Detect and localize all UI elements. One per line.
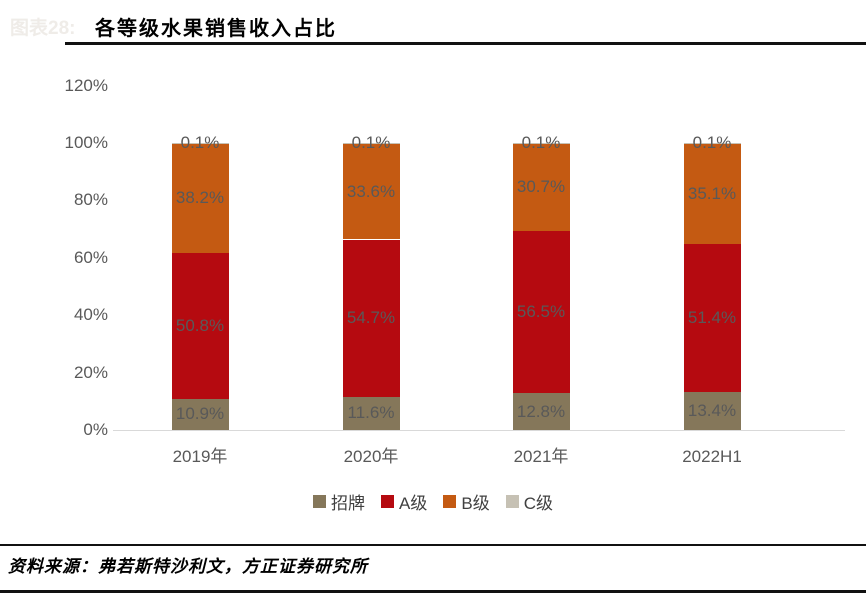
chart-title: 各等级水果销售收入占比	[95, 16, 337, 40]
figure-number-caption: 图表28:	[10, 18, 76, 39]
legend-label: 招牌	[331, 493, 366, 513]
bar-segment-C级-2019年	[171, 143, 229, 144]
bar-segment-A级-2019年	[171, 253, 229, 399]
bar-segment-B级-2022H1	[683, 143, 741, 244]
bar-value-label: 50.8%	[175, 316, 225, 335]
x-axis-category-label: 2021年	[513, 447, 569, 466]
bar-segment-C级-2021年	[512, 143, 570, 144]
bar-value-label: 56.5%	[516, 302, 566, 321]
bar-segment-招牌-2021年	[512, 393, 570, 430]
legend-swatch	[313, 494, 327, 508]
bar-value-label: 13.4%	[687, 401, 737, 420]
x-axis-baseline	[113, 430, 845, 431]
y-axis-tick-label: 40%	[73, 305, 108, 325]
bar-segment-A级-2020年	[342, 240, 400, 397]
bar-value-label: 30.7%	[516, 177, 566, 196]
legend-item-招牌: 招牌	[313, 489, 365, 514]
legend-swatch	[505, 494, 519, 508]
bar-segment-B级-2021年	[512, 143, 570, 231]
bar-value-label: 10.9%	[175, 404, 225, 423]
bar-segment-C级-2022H1	[683, 143, 741, 144]
bar-value-label: 35.1%	[687, 184, 737, 203]
bar-segment-招牌-2019年	[171, 399, 229, 430]
footer-divider-top	[0, 544, 866, 546]
bar-segment-A级-2021年	[512, 231, 570, 393]
bar-value-label: 11.6%	[347, 403, 395, 422]
bar-segment-招牌-2020年	[342, 397, 400, 430]
bar-value-label: 0.1%	[180, 133, 220, 152]
legend-item-B级: B级	[443, 489, 490, 514]
bar-segment-招牌-2022H1	[683, 392, 741, 430]
x-axis-category-label: 2022H1	[682, 447, 742, 466]
legend-label: B级	[461, 493, 490, 513]
legend-item-C级: C级	[505, 489, 553, 514]
bar-segment-C级-2020年	[342, 143, 400, 144]
stacked-bar-chart: 0% 20% 40% 60% 80% 100% 120% 10.9% 50.8% 38.2% 0.1…	[0, 55, 866, 475]
bar-value-label: 51.4%	[687, 308, 737, 327]
legend: 招牌 A级 B级 C级	[0, 489, 866, 513]
bar-value-label: 0.1%	[692, 133, 732, 152]
bar-segment-B级-2019年	[171, 143, 229, 253]
legend-swatch	[443, 494, 457, 508]
bar-value-label: 33.6%	[346, 182, 396, 201]
title-underline	[65, 42, 866, 45]
y-axis-tick-label: 20%	[73, 362, 108, 382]
footer-divider-bottom	[0, 590, 866, 593]
y-axis-tick-label: 60%	[73, 247, 108, 267]
legend-label: A级	[399, 493, 428, 513]
legend-label: C级	[523, 493, 553, 513]
legend-item-A级: A级	[381, 489, 427, 514]
y-axis-tick-label: 100%	[64, 133, 108, 152]
bar-value-label: 0.1%	[521, 133, 561, 152]
y-axis-tick-label: 0%	[83, 420, 108, 439]
bar-value-label: 38.2%	[175, 188, 225, 207]
y-axis-tick-label: 80%	[73, 190, 108, 210]
legend-swatch	[381, 494, 395, 508]
y-axis-tick-label: 120%	[64, 75, 108, 95]
source-text: 资料来源：弗若斯特沙利文，方正证券研究所	[8, 557, 368, 577]
x-axis-category-label: 2020年	[343, 447, 399, 466]
bar-value-label: 0.1%	[351, 133, 391, 152]
bar-segment-A级-2022H1	[683, 244, 741, 392]
bar-segment-B级-2020年	[342, 143, 400, 239]
x-axis-category-label: 2019年	[172, 447, 228, 466]
bar-value-label: 12.8%	[516, 402, 566, 421]
bar-value-label: 54.7%	[346, 308, 396, 327]
